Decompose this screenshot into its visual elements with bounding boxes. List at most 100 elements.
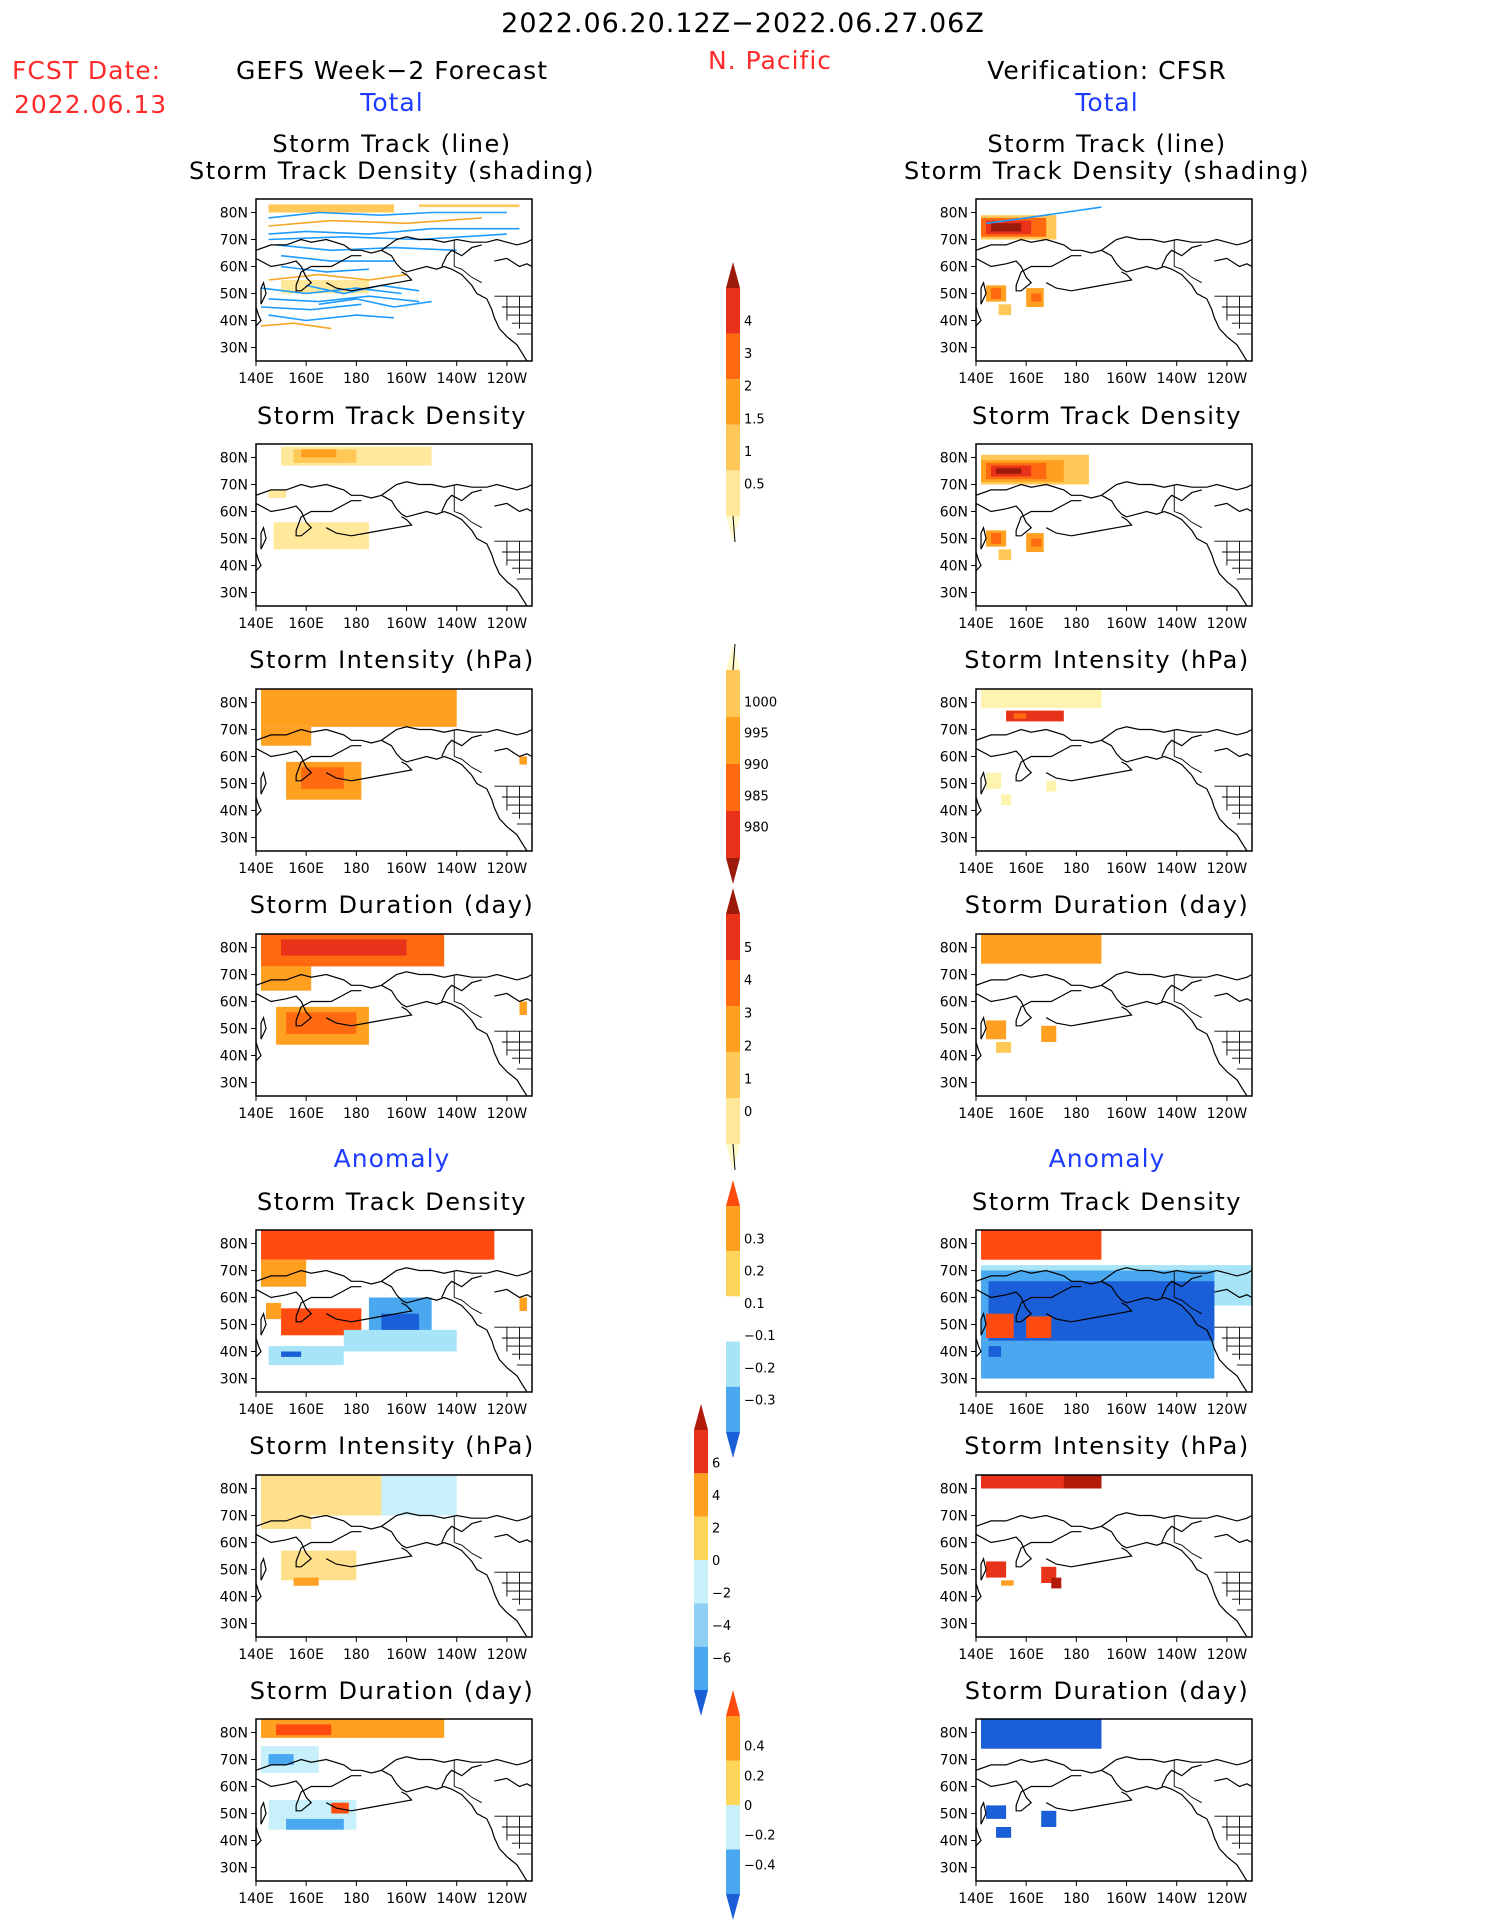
coastline-6 xyxy=(1161,1275,1202,1298)
colorbar-top-arrow xyxy=(726,1690,740,1716)
storm-track-line-0 xyxy=(985,206,1102,225)
y-tick-label: 80N xyxy=(220,206,248,222)
colorbar-label: −2 xyxy=(712,1587,731,1602)
coastline-6 xyxy=(441,244,482,267)
border-1 xyxy=(1174,1542,1203,1560)
x-tick-label: 180 xyxy=(1063,1647,1090,1663)
coastline-3 xyxy=(325,1791,413,1812)
coastline-1 xyxy=(256,1531,362,1568)
x-tick-label: 180 xyxy=(343,1647,370,1663)
panel-verification-intensity: 140E 160E 180 160W 140W 120W 80N 70N 60N 50N 40N 30… xyxy=(932,683,1262,881)
coastline-0 xyxy=(256,726,532,744)
panel-title-density: Storm Track Density xyxy=(972,402,1242,430)
shade-cell-0 xyxy=(261,1475,382,1516)
colorbar-label: 0 xyxy=(712,1554,720,1569)
y-tick-label: 80N xyxy=(220,1482,248,1498)
colorbar-label: 990 xyxy=(744,758,769,773)
x-tick-label: 140W xyxy=(436,1402,477,1418)
coastline-0 xyxy=(256,481,532,499)
y-tick-label: 30N xyxy=(940,586,968,602)
coastline-7 xyxy=(1214,1533,1252,1544)
shade-cell-2 xyxy=(1013,713,1027,719)
shade-cell-4 xyxy=(1001,794,1012,806)
colorbar-label: 4 xyxy=(712,1489,720,1504)
x-tick-label: 180 xyxy=(1063,1402,1090,1418)
coastline-4 xyxy=(976,1582,982,1603)
shade-cell-5 xyxy=(991,288,1002,299)
coastline-7 xyxy=(1214,257,1252,268)
coastline-4 xyxy=(256,551,262,572)
shade-cell-3 xyxy=(1041,1025,1057,1042)
coastline-1 xyxy=(256,1775,362,1812)
x-tick-label: 140W xyxy=(436,1891,477,1907)
x-tick-label: 140E xyxy=(238,1647,274,1663)
x-tick-label: 160W xyxy=(386,616,427,632)
y-tick-label: 60N xyxy=(220,1780,248,1796)
shade-cell-6 xyxy=(988,1346,1002,1357)
x-tick-label: 120W xyxy=(1207,616,1248,632)
coastline-0 xyxy=(256,236,532,254)
coastline-5 xyxy=(260,1556,267,1581)
coastline-2 xyxy=(381,249,528,361)
shade-cell-4 xyxy=(996,468,1022,474)
x-tick-label: 140W xyxy=(1156,371,1197,387)
y-tick-label: 80N xyxy=(220,941,248,957)
x-tick-label: 160E xyxy=(1008,1891,1044,1907)
colorbar-label: −0.2 xyxy=(744,1361,776,1376)
colorbar-anom-density: 0.3 0.2 0.1 −0.1 −0.2 −0.3 xyxy=(720,1180,800,1462)
coastline-6 xyxy=(1161,979,1202,1002)
shade-cell-5 xyxy=(306,772,327,784)
y-tick-label: 30N xyxy=(220,831,248,847)
colorbar-bottom-arrow xyxy=(694,1690,708,1716)
coastline-6 xyxy=(441,1764,482,1787)
x-tick-label: 140E xyxy=(238,1402,274,1418)
y-tick-label: 30N xyxy=(940,1861,968,1877)
storm-track-line-2 xyxy=(268,227,520,235)
x-tick-label: 160E xyxy=(288,371,324,387)
y-tick-label: 40N xyxy=(220,1049,248,1065)
border-1 xyxy=(454,1542,483,1560)
shade-cell-0 xyxy=(261,1230,495,1260)
coastline-1 xyxy=(256,1286,362,1323)
shade-cell-3 xyxy=(268,489,287,498)
border-1 xyxy=(1174,1297,1203,1315)
x-tick-label: 180 xyxy=(1063,861,1090,877)
coastline-6 xyxy=(441,979,482,1002)
colorbar-segment-3 xyxy=(726,379,740,425)
x-tick-label: 140E xyxy=(958,371,994,387)
coastline-6 xyxy=(441,1275,482,1298)
storm-track-line-11 xyxy=(260,322,332,330)
colorbar-segment-3 xyxy=(694,1516,708,1560)
colorbar-bottom-arrow xyxy=(726,1894,740,1920)
y-tick-label: 60N xyxy=(220,260,248,276)
map-frame xyxy=(255,1474,533,1638)
x-tick-label: 180 xyxy=(1063,1106,1090,1122)
storm-track-line-3 xyxy=(268,233,507,241)
y-tick-label: 50N xyxy=(220,777,248,793)
x-tick-label: 140W xyxy=(1156,1106,1197,1122)
x-tick-label: 180 xyxy=(343,1402,370,1418)
y-tick-label: 50N xyxy=(940,287,968,303)
coastline-3 xyxy=(1045,1547,1133,1568)
colorbar-label: 0.2 xyxy=(744,1769,765,1784)
colorbar-segment-1 xyxy=(726,1206,740,1252)
coastline-7 xyxy=(494,257,532,268)
map-R2: 140E 160E 180 160W 140W 120W 80N 70N 60N 50N 40N 30… xyxy=(940,443,1253,632)
coastline-1 xyxy=(976,1531,1082,1568)
coastline-5 xyxy=(980,280,987,305)
coastline-6 xyxy=(1161,734,1202,757)
coastline-2 xyxy=(1101,984,1248,1096)
x-tick-label: 160E xyxy=(1008,1106,1044,1122)
colorbar-top-arrow xyxy=(726,262,740,288)
coastline-7 xyxy=(494,747,532,758)
x-tick-label: 120W xyxy=(1207,371,1248,387)
verification-total-label: Total xyxy=(1075,88,1139,117)
y-tick-label: 80N xyxy=(220,1726,248,1742)
map-L3: 140E 160E 180 160W 140W 120W 80N 70N 60N 50N 40N 30… xyxy=(220,688,533,877)
y-tick-label: 60N xyxy=(940,1536,968,1552)
y-tick-label: 50N xyxy=(940,1022,968,1038)
colorbar-label: 4 xyxy=(744,315,752,330)
border-1 xyxy=(454,266,483,284)
coastline-4 xyxy=(976,1041,982,1062)
x-tick-label: 140E xyxy=(238,1106,274,1122)
